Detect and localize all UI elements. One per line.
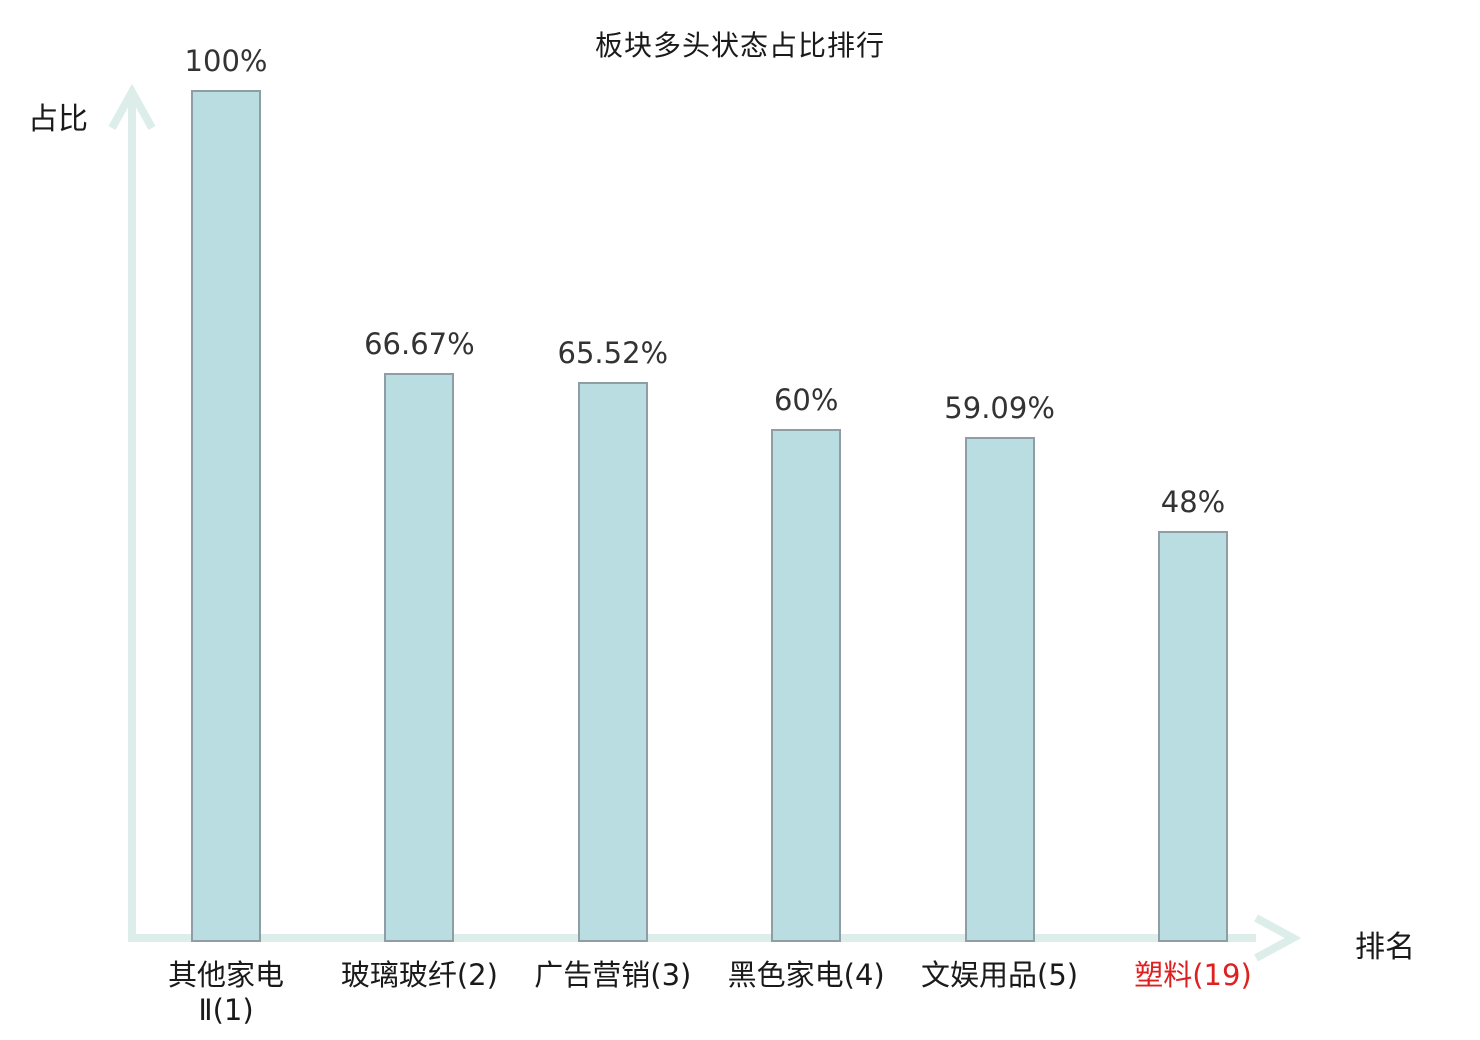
category-label: 广告营销(3) (534, 958, 692, 992)
bar-value-label: 66.67% (364, 326, 475, 361)
bar-value-label: 65.52% (557, 336, 669, 371)
bar (1158, 530, 1228, 942)
bar-value-label: 60% (773, 383, 839, 418)
bar (577, 382, 648, 942)
bar (964, 436, 1035, 942)
bar-value-label: 100% (184, 44, 268, 78)
x-axis-arrow-icon (1254, 914, 1302, 962)
chart-title: 板块多头状态占比排行 (594, 29, 885, 62)
bar (384, 372, 455, 942)
bar (771, 429, 842, 942)
category-label: 其他家电 Ⅱ(1) (167, 958, 285, 1027)
category-label: 黑色家电(4) (727, 958, 885, 992)
bar-value-label: 48% (1160, 484, 1226, 519)
bar-value-label: 59.09% (944, 390, 1055, 425)
category-label: 文娱用品(5) (921, 958, 1079, 992)
x-axis-label: 排名 (1355, 930, 1415, 965)
category-label: 玻璃玻纤(2) (340, 958, 498, 992)
bar (191, 90, 261, 942)
category-label: 塑料(19) (1134, 958, 1252, 992)
y-axis-arrow-icon (108, 83, 156, 130)
y-axis-label: 占比 (28, 102, 88, 137)
